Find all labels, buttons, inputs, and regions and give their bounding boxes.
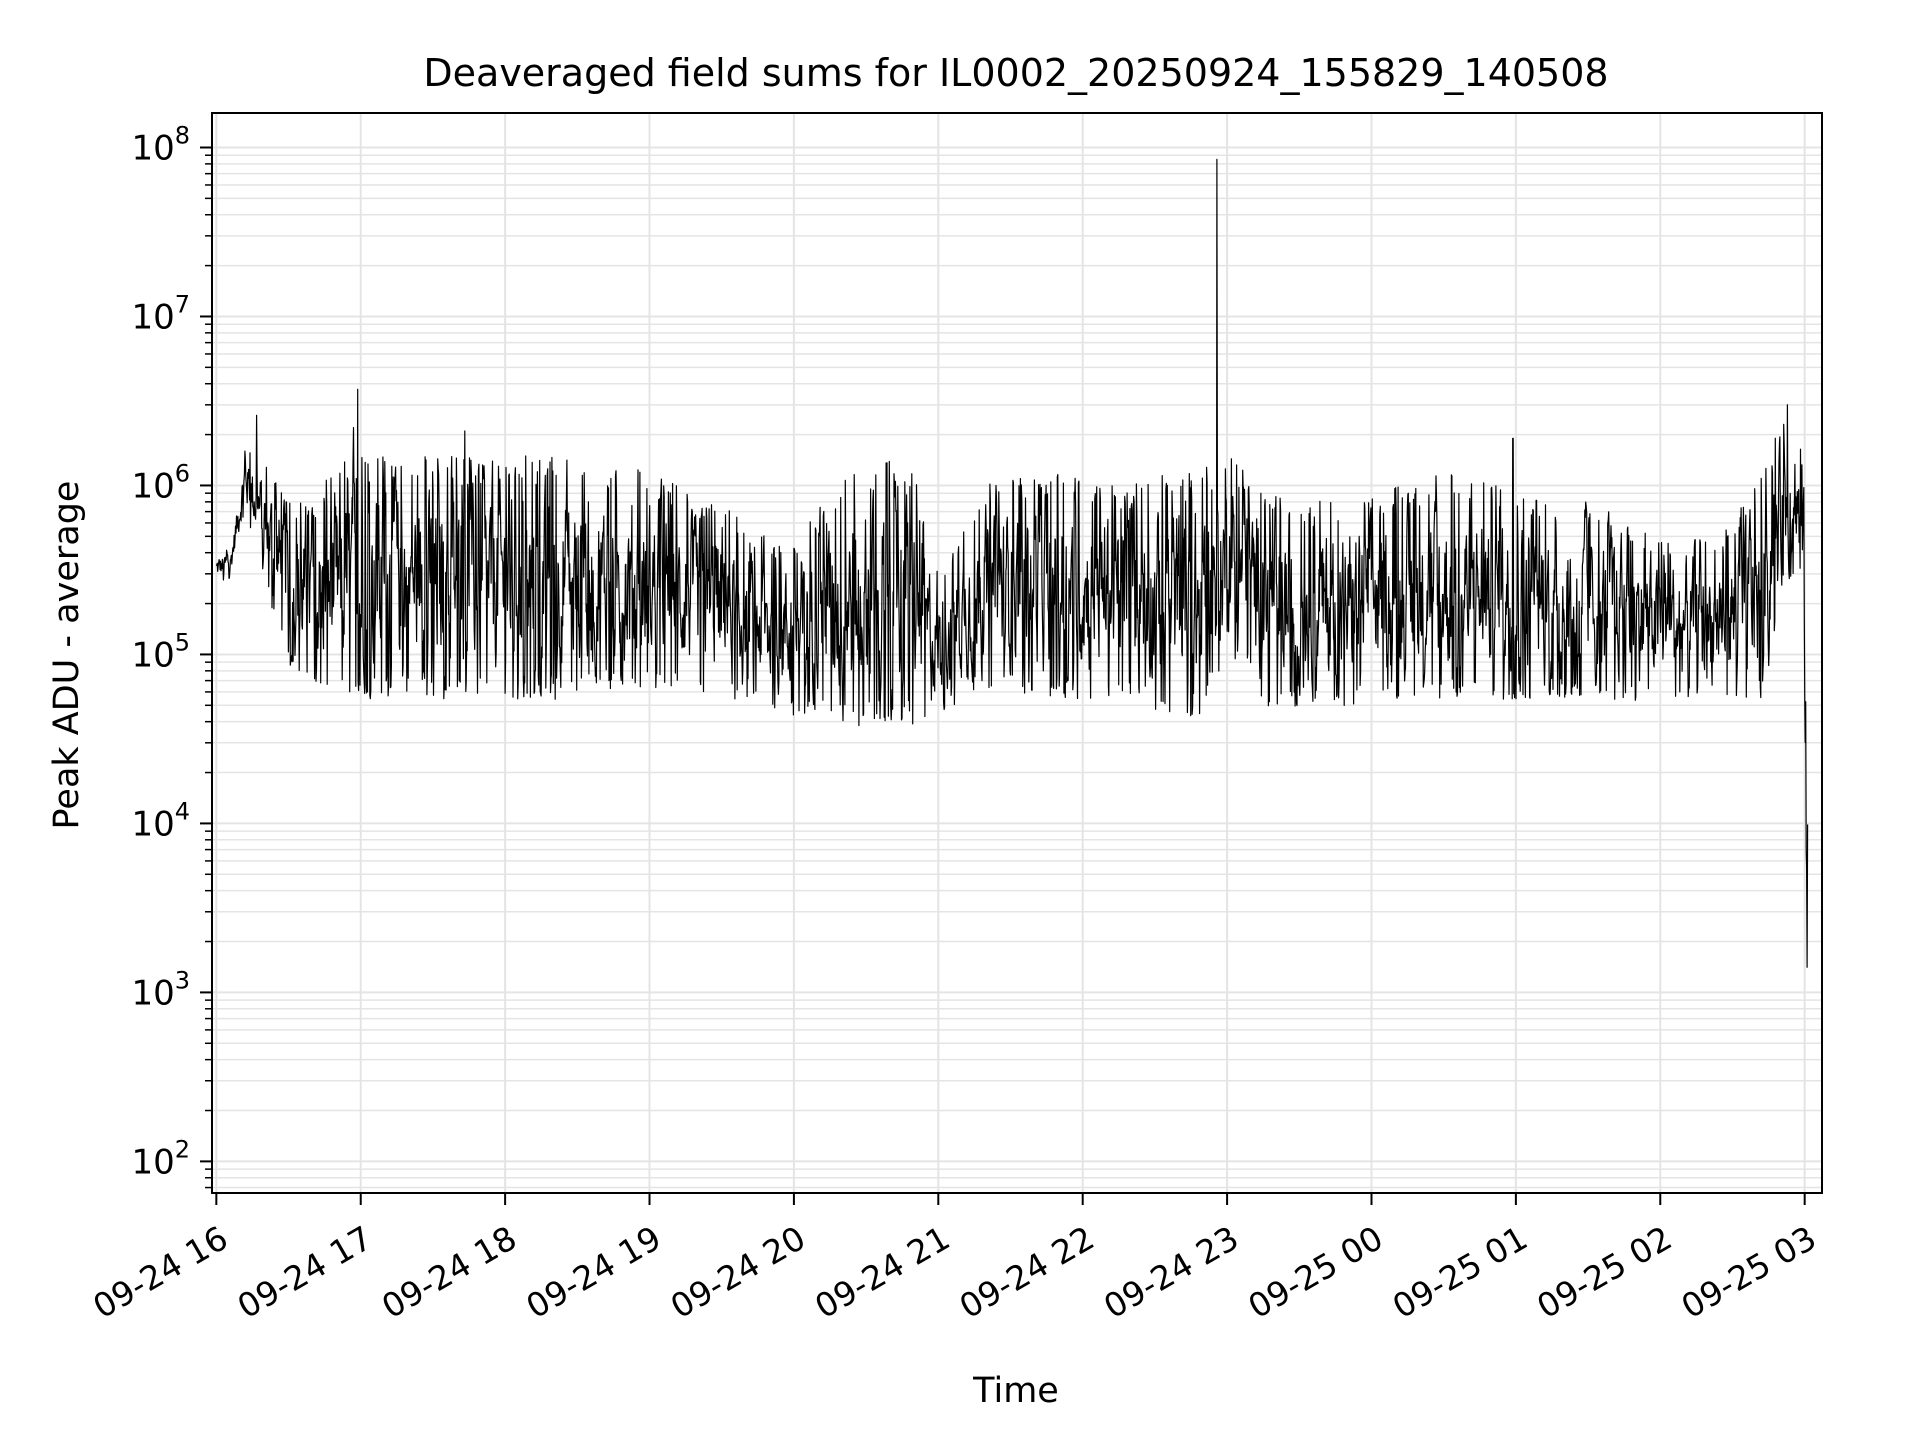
minor-gridlines — [212, 154, 1822, 1189]
chart-title: Deaveraged field sums for IL0002_2025092… — [423, 51, 1608, 95]
y-tick-label: 104 — [131, 797, 190, 844]
x-axis-label: Time — [972, 1371, 1059, 1411]
y-tick-label: 102 — [131, 1135, 190, 1182]
y-tick-label: 108 — [131, 121, 190, 168]
series-line — [215, 158, 1809, 968]
y-axis-ticks: 102 103 104 105 106 107 108 — [131, 121, 212, 1189]
y-tick-label: 105 — [131, 628, 190, 675]
plot-frame — [211, 112, 1823, 1194]
y-axis-label: Peak ADU - average — [47, 481, 87, 830]
y-tick-label: 107 — [131, 290, 190, 337]
y-tick-label: 103 — [131, 966, 190, 1013]
data-series-line — [215, 158, 1809, 968]
y-tick-label: 106 — [131, 459, 190, 506]
